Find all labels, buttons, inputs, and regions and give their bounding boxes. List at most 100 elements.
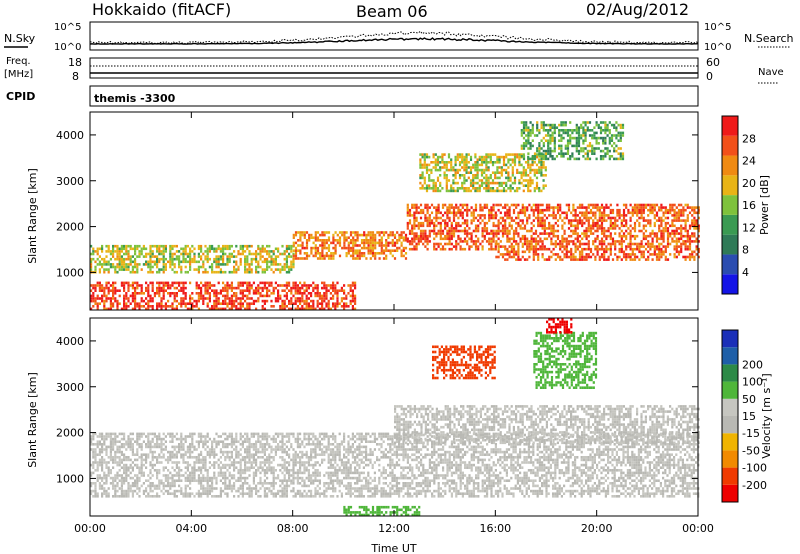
scatter-cell <box>189 487 192 490</box>
scatter-cell <box>554 240 557 243</box>
scatter-cell <box>587 245 590 248</box>
scatter-cell <box>167 484 170 488</box>
scatter-cell <box>540 155 543 158</box>
scatter-cell <box>197 244 200 248</box>
scatter-cell <box>180 302 183 305</box>
scatter-cell <box>496 187 499 190</box>
scatter-cell <box>109 284 112 287</box>
scatter-cell <box>107 466 110 469</box>
scatter-cell <box>452 216 456 220</box>
scatter-cell <box>629 234 632 238</box>
scatter-cell <box>136 435 139 438</box>
scatter-cell <box>432 155 435 159</box>
scatter-cell <box>560 139 563 142</box>
scatter-cell <box>340 286 343 290</box>
scatter-cell <box>680 245 683 248</box>
scatter-cell <box>441 187 444 190</box>
scatter-cell <box>515 242 518 246</box>
scatter-cell <box>582 129 585 132</box>
scatter-cell <box>441 153 444 156</box>
scatter-cell <box>419 181 422 185</box>
scatter-cell <box>107 289 110 292</box>
scatter-cell <box>435 219 438 222</box>
scatter-cell <box>343 289 346 292</box>
scatter-cell <box>585 214 588 217</box>
scatter-cell <box>545 203 549 207</box>
scatter-cell <box>619 155 622 158</box>
scatter-cell <box>697 247 700 251</box>
scatter-cell <box>443 166 446 169</box>
scatter-cell <box>371 233 375 237</box>
scatter-cell <box>578 255 582 259</box>
scatter-cell <box>434 166 437 169</box>
scatter-cell <box>151 463 154 467</box>
scatter-cell <box>140 466 143 469</box>
scatter-cell <box>597 147 600 150</box>
scatter-cell <box>263 257 266 261</box>
scatter-cell <box>169 484 172 488</box>
scatter-cell <box>413 221 416 225</box>
scatter-cell <box>552 208 555 212</box>
scatter-cell <box>658 224 661 228</box>
scatter-cell <box>160 305 163 308</box>
scatter-cell <box>299 307 302 311</box>
scatter-cell <box>406 224 409 228</box>
scatter-cell <box>217 257 220 261</box>
scatter-cell <box>281 265 284 269</box>
scatter-cell <box>483 181 486 185</box>
scatter-cell <box>609 208 612 212</box>
scatter-cell <box>474 203 478 207</box>
scatter-cell <box>224 252 227 256</box>
scatter-cell <box>120 484 123 488</box>
scatter-cell <box>586 157 589 161</box>
scatter-cell <box>669 253 672 256</box>
scatter-cell <box>452 189 455 193</box>
scatter-cell <box>285 284 288 287</box>
scatter-cell <box>576 214 579 217</box>
scatter-cell <box>120 443 123 446</box>
scatter-cell <box>446 234 449 238</box>
scatter-cell <box>597 142 600 145</box>
scatter-cell <box>469 189 473 193</box>
scatter-cell <box>695 247 698 251</box>
scatter-cell <box>525 126 528 129</box>
scatter-cell <box>556 208 560 212</box>
scatter-cell <box>283 265 286 269</box>
scatter-cell <box>500 189 503 193</box>
scatter-cell <box>610 144 614 148</box>
scatter-cell <box>296 297 299 300</box>
scatter-cell <box>570 253 573 256</box>
scatter-cell <box>257 270 260 274</box>
scatter-cell <box>472 214 475 217</box>
scatter-cell <box>574 211 577 215</box>
scatter-cell <box>541 232 544 235</box>
scatter-cell <box>184 292 187 295</box>
scatter-cell <box>574 208 577 212</box>
scatter-cell <box>136 466 139 469</box>
scatter-cell <box>534 245 538 248</box>
scatter-cell <box>191 257 194 261</box>
scatter-cell <box>594 258 597 261</box>
nsky-trace <box>89 37 699 45</box>
scatter-cell <box>96 294 99 298</box>
scatter-cell <box>164 458 167 462</box>
scatter-cell <box>523 211 527 215</box>
scatter-cell <box>184 487 187 490</box>
scatter-cell <box>581 221 584 225</box>
scatter-cell <box>107 250 110 253</box>
scatter-cell <box>193 432 196 436</box>
scatter-cell <box>489 174 492 177</box>
scatter-cell <box>598 219 601 222</box>
scatter-cell <box>534 229 538 233</box>
scatter-cell <box>160 250 163 253</box>
scatter-cell <box>574 258 577 261</box>
scatter-cell <box>160 302 163 305</box>
scatter-cell <box>189 268 192 271</box>
scatter-cell <box>101 265 104 269</box>
scatter-cell <box>434 187 437 190</box>
scatter-cell <box>541 216 544 220</box>
scatter-cell <box>184 450 187 454</box>
scatter-cell <box>241 289 244 292</box>
scatter-cell <box>153 292 156 295</box>
scatter-cell <box>107 445 110 449</box>
